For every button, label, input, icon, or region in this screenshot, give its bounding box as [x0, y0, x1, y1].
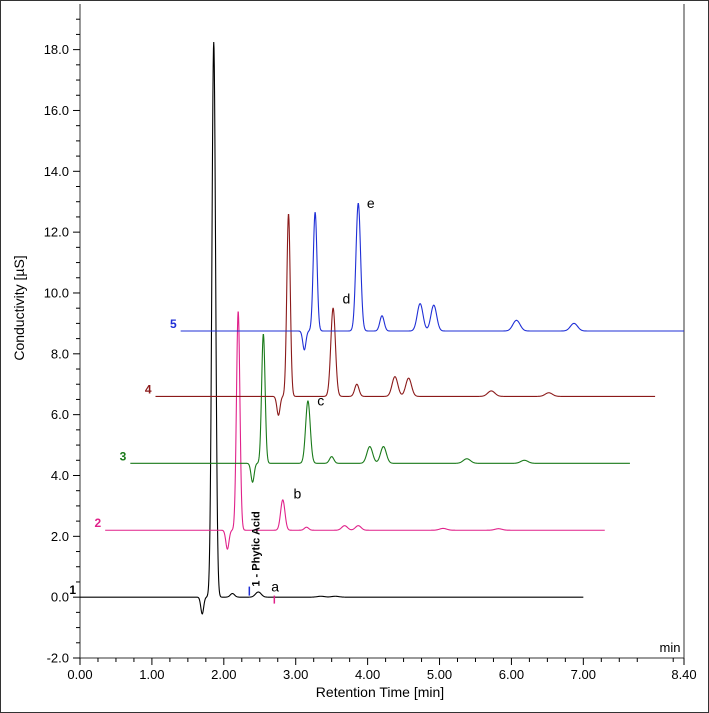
y-tick-label: 14.0 — [44, 164, 69, 179]
x-tick-label: 8.40 — [671, 667, 696, 682]
x-unit-label: min — [660, 640, 681, 655]
y-tick-label: 4.0 — [51, 468, 69, 483]
x-tick-label: 0.00 — [67, 667, 92, 682]
y-tick-label: 12.0 — [44, 225, 69, 240]
y-tick-label: 8.0 — [51, 346, 69, 361]
traces: 1 2 3 4 5 — [69, 41, 684, 615]
trace-5 — [180, 202, 684, 351]
x-tick-label: 5.00 — [427, 667, 452, 682]
x-tick-label: 4.00 — [355, 667, 380, 682]
axis-ticks: -2.0 0.0 2.0 4.0 6.0 8.0 10.0 12.0 14.0 16.0 18.0 0… — [44, 18, 697, 682]
peak-label-d: d — [342, 291, 350, 307]
trace-number-2: 2 — [94, 516, 101, 530]
labels: a b c d e 1 - Phytic Acid — [248, 195, 375, 604]
trace-4 — [155, 213, 656, 416]
x-tick-label: 1.00 — [139, 667, 164, 682]
trace-number-3: 3 — [120, 449, 127, 463]
peak-label-e: e — [367, 195, 375, 211]
trace-2 — [105, 311, 605, 550]
y-tick-label: 16.0 — [44, 103, 69, 118]
trace-3 — [130, 333, 630, 483]
y-tick-label: 10.0 — [44, 285, 69, 300]
trace-number-1: 1 — [69, 583, 76, 597]
trace-number-4: 4 — [145, 382, 152, 396]
peak-label-c: c — [317, 393, 324, 409]
y-tick-label: 18.0 — [44, 42, 69, 57]
y-axis-title: Conductivity [µS] — [11, 255, 27, 360]
trace-1 — [80, 41, 584, 615]
x-tick-label: 6.00 — [499, 667, 524, 682]
y-tick-label: 6.0 — [51, 407, 69, 422]
x-axis-title: Retention Time [min] — [316, 684, 444, 700]
peak-label-b: b — [294, 485, 302, 501]
phytic-acid-annotation: 1 - Phytic Acid — [250, 511, 262, 586]
peak-label-a: a — [271, 579, 279, 595]
y-tick-label: 0.0 — [51, 590, 69, 605]
x-tick-label: 7.00 — [571, 667, 596, 682]
x-tick-label: 2.00 — [211, 667, 236, 682]
y-tick-label: 2.0 — [51, 529, 69, 544]
y-tick-label: -2.0 — [47, 651, 69, 666]
x-tick-label: 3.00 — [283, 667, 308, 682]
trace-number-5: 5 — [170, 317, 177, 331]
